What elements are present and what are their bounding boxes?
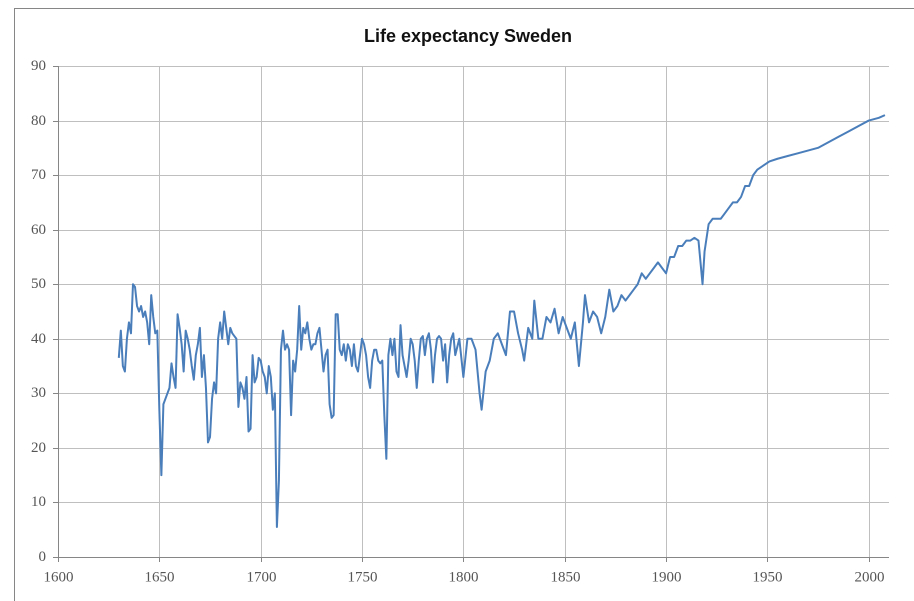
y-tick-label: 40: [31, 331, 46, 347]
x-tick-label: 1950: [753, 569, 783, 585]
y-tick-label: 80: [31, 113, 46, 129]
y-tick-label: 70: [31, 167, 46, 183]
y-tick-label: 20: [31, 440, 46, 456]
chart-frame: [14, 8, 914, 601]
y-tick-label: 90: [31, 58, 46, 74]
line-series: [117, 114, 886, 528]
y-tick-label: 60: [31, 222, 46, 238]
y-tick-label: 0: [39, 549, 47, 565]
x-tick-label: 1700: [247, 569, 277, 585]
x-tick-label: 2000: [855, 569, 885, 585]
x-tick-label: 1600: [44, 569, 74, 585]
y-tick-label: 10: [31, 494, 46, 510]
y-tick-label: 30: [31, 385, 46, 401]
x-tick-label: 1750: [348, 569, 378, 585]
x-tick-label: 1650: [145, 569, 175, 585]
x-tick-label: 1850: [551, 569, 581, 585]
chart-title: Life expectancy Sweden: [364, 26, 572, 46]
x-tick-label: 1800: [449, 569, 479, 585]
y-tick-label: 50: [31, 276, 46, 292]
x-tick-label: 1900: [652, 569, 682, 585]
